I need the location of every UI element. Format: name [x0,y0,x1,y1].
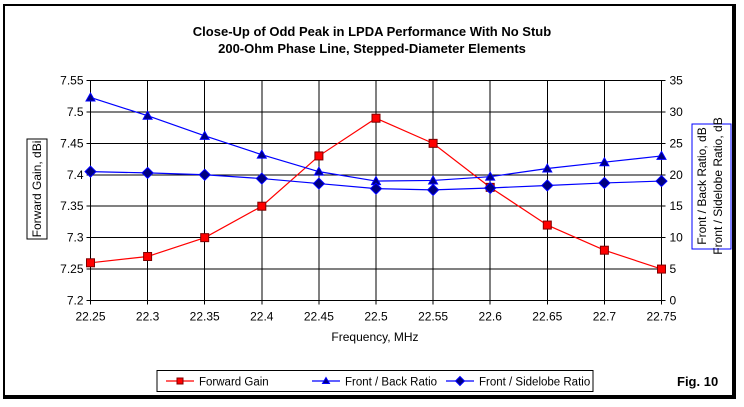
legend-item-front-back-ratio: Front / Back Ratio [312,377,437,389]
triangle-marker [656,150,667,160]
triangle-marker [321,376,331,384]
square-marker [257,201,267,211]
left-axis-tick-label: 7.4 [67,168,84,182]
right-axis-tick-label: 10 [670,231,684,245]
x-axis-tick-label: 22.5 [364,310,388,324]
diamond-marker [312,177,326,190]
series-front-sidelobe-ratio [84,165,668,197]
x-axis-tick-label: 22.6 [479,310,503,324]
diamond-marker [198,168,211,181]
legend-label: Forward Gain [199,377,269,389]
x-axis-tick-label: 22.75 [646,310,676,324]
series-forward-gain [86,113,666,274]
diamond-marker [426,183,440,197]
left-axis-tick-label: 7.35 [60,199,84,213]
chart-title-line2: 200-Ohm Phase Line, Stepped-Diameter Ele… [218,41,526,56]
triangle-marker [484,171,496,181]
triangle-marker [313,166,325,176]
figure-number-label: Fig. 10 [677,374,718,389]
triangle-marker [142,110,153,120]
left-axis-tick-label: 7.55 [60,74,84,88]
square-marker [143,252,153,261]
left-axis-tick-label: 7.45 [60,136,84,150]
right-axis-tick-label: 5 [670,262,677,276]
legend: Forward Gain Front / Back Ratio Front / Si… [156,370,594,392]
triangle-marker [256,149,268,159]
left-axis-tick-label: 7.3 [67,231,84,245]
right-axis-tick-label: 20 [670,168,684,182]
x-axis-tick-label: 22.4 [250,310,274,324]
diamond-marker [598,176,611,190]
right-axis-title-line2: Front / Sidelobe Ratio, dB [711,117,725,254]
square-marker [371,113,381,123]
x-axis-tick-label: 22.55 [418,310,448,324]
triangle-marker [599,156,610,167]
right-axis-tick-label: 35 [670,74,684,88]
right-axis-title-box: Front / Back Ratio, dB Front / Sidelobe … [691,117,732,255]
square-marker [176,377,184,385]
square-marker [542,220,552,230]
legend-item-front-sidelobe-ratio: Front / Sidelobe Ratio [446,375,590,389]
left-axis-tick-label: 7.5 [67,105,84,119]
square-marker [314,151,324,161]
diamond-marker [255,172,269,185]
triangle-marker [85,91,96,102]
diamond-marker [483,181,497,195]
square-marker [657,264,666,274]
square-marker [599,245,609,255]
square-marker [428,138,438,148]
diamond-marker [84,165,97,178]
diamond-marker [141,166,154,180]
series-layer [84,91,668,274]
legend-box [156,370,594,392]
diamond-marker [655,174,668,188]
right-axis-title-line1: Front / Back Ratio, dB [695,127,709,244]
left-axis-tick-label: 7.25 [60,262,84,276]
left-axis-title-box: Forward Gain, dBi [26,138,48,240]
triangle-marker [541,162,553,173]
diamond-marker [541,179,554,192]
x-axis-tick-label: 22.65 [532,310,562,324]
right-axis-tick-label: 30 [670,105,684,119]
x-axis-tick-label: 22.25 [75,310,105,324]
triangle-marker [199,130,211,140]
x-axis-tick-label: 22.35 [190,310,220,324]
left-axis-tick-label: 7.2 [67,294,84,308]
diamond-marker [369,182,383,195]
tick-labels: 7.2 0 7.25 5 7.3 10 7.35 15 7.4 20 7.45 25 7.5 30 7.55… [60,74,683,324]
x-axis-tick-label: 22.7 [593,310,617,324]
right-axis-tick-label: 25 [670,136,684,150]
chart-outer-frame [3,4,736,399]
legend-item-forward-gain: Forward Gain [166,377,269,389]
square-marker [86,258,95,268]
x-axis-title: Frequency, MHz [331,330,418,344]
chart-title-line1: Close-Up of Odd Peak in LPDA Performance… [193,24,551,39]
x-axis-tick-label: 22.45 [304,310,334,324]
legend-label: Front / Sidelobe Ratio [479,377,590,389]
right-axis-tick-label: 0 [670,294,677,308]
right-axis-tick-label: 15 [670,199,684,213]
left-axis-title: Forward Gain, dBi [30,141,44,238]
legend-label: Front / Back Ratio [345,377,437,389]
x-axis-tick-label: 22.3 [136,310,160,324]
square-marker [200,233,210,243]
diamond-marker [454,375,466,387]
